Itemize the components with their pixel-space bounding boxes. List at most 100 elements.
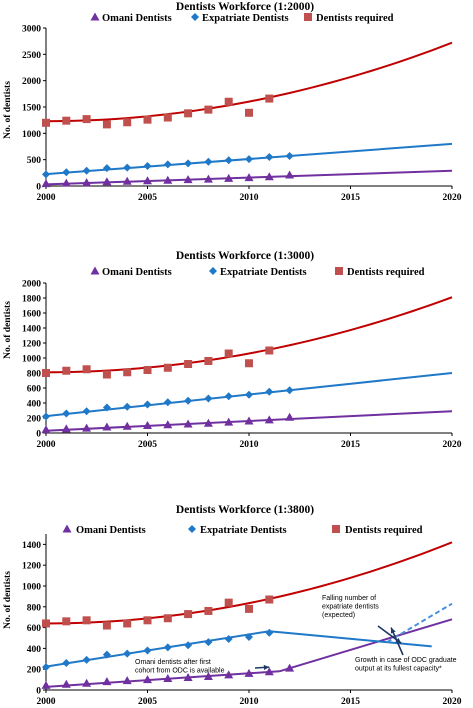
- chart-1-legend-expat: Expatriate Dentists: [202, 13, 289, 24]
- chart-2-x-tick-label: 2020: [443, 440, 462, 450]
- chart-1-expatriate-point: [265, 153, 274, 162]
- chart-1-expatriate-point: [102, 164, 111, 173]
- chart-3-omani-point: [244, 668, 254, 677]
- chart-1-title: Dentists Workforce (1:2000): [176, 1, 314, 13]
- chart-2-expatriate-point: [143, 400, 152, 409]
- chart-2-required-point: [42, 369, 50, 377]
- chart-1-required-point: [62, 116, 71, 125]
- chart-2-required-point: [123, 368, 132, 377]
- chart-3-y-tick-label: 400: [27, 645, 42, 655]
- chart-2-omani-point: [41, 425, 51, 434]
- chart-3-annotation-1-line: Falling number of: [322, 595, 376, 602]
- chart-3: Dentists Workforce (1:3800) Omani Dentis…: [3, 504, 462, 707]
- chart-2-x-tick-label: 2005: [138, 440, 157, 450]
- chart-1: Dentists Workforce (1:2000) Omani Dentis…: [3, 1, 462, 203]
- chart-2-legend-omani-marker: [90, 266, 100, 275]
- chart-2-omani-point: [183, 419, 193, 428]
- chart-3-expatriate-point: [265, 628, 274, 637]
- chart-3-y-tick-label: 600: [27, 624, 42, 634]
- chart-1-x-tick-label: 2010: [240, 193, 259, 203]
- chart-3-y-tick-label: 1200: [22, 562, 41, 572]
- chart-1-legend-required: Dentists required: [316, 13, 394, 24]
- chart-2-y-tick-label: 1000: [22, 355, 41, 365]
- chart-2-legend: Omani Dentists Expatriate Dentists Denti…: [90, 266, 425, 278]
- chart-2: Dentists Workforce (1:3000) Omani Dentis…: [3, 250, 462, 450]
- chart-3-expatriate-point: [42, 663, 50, 672]
- chart-1-required-point: [224, 97, 233, 106]
- chart-1-omani-point: [41, 179, 51, 188]
- chart-3-annotation-1-line: expatriate dentists: [322, 604, 379, 611]
- chart-2-expatriate-point: [82, 407, 91, 416]
- chart-3-legend-omani: Omani Dentists: [76, 525, 146, 536]
- chart-2-expatriate-point: [123, 402, 132, 411]
- chart-2-expatriate-point: [184, 396, 193, 405]
- chart-1-omani-point: [102, 177, 112, 186]
- chart-1-required-point: [123, 118, 132, 127]
- chart-1-x-tick-label: 2015: [341, 193, 360, 203]
- chart-2-required-point: [184, 360, 193, 368]
- chart-1-expatriate-point: [82, 166, 91, 175]
- chart-3-expatriate-point: [82, 655, 91, 664]
- chart-1-omani-point: [285, 170, 295, 179]
- chart-1-legend-omani: Omani Dentists: [102, 13, 172, 24]
- chart-3-y-tick-label: 800: [27, 603, 42, 613]
- chart-3-required-trendline: [45, 541, 453, 625]
- chart-1-legend-expat-marker: [191, 13, 199, 21]
- chart-2-legend-expat: Expatriate Dentists: [220, 267, 307, 278]
- chart-2-omani-point: [224, 417, 234, 426]
- chart-3-omani-point: [102, 677, 112, 686]
- chart-2-required-point: [102, 370, 111, 379]
- chart-1-x-tick-label: 2005: [138, 193, 157, 203]
- chart-1-y-tick-label: 2000: [22, 77, 41, 87]
- chart-3-expatriate-point: [184, 641, 193, 650]
- chart-1-omani-point: [82, 178, 92, 187]
- chart-1-omani-point: [163, 175, 173, 184]
- chart-3-annotation-2-line: cohort from ODC is available: [135, 668, 225, 675]
- chart-3-omani-point: [285, 663, 295, 672]
- chart-2-required-point: [224, 349, 233, 358]
- chart-3-legend-required-marker: [332, 525, 340, 533]
- chart-3-expatriate-point: [62, 658, 71, 667]
- chart-1-omani-point: [143, 176, 152, 185]
- chart-3-legend-expat: Expatriate Dentists: [200, 525, 287, 536]
- chart-2-expatriate-point: [42, 412, 50, 421]
- chart-3-legend-required: Dentists required: [345, 525, 423, 536]
- chart-1-omani-point: [264, 172, 274, 181]
- chart-1-expatriate-point: [143, 161, 152, 170]
- chart-3-legend-expat-marker: [188, 525, 196, 533]
- chart-2-title: Dentists Workforce (1:3000): [176, 250, 314, 262]
- chart-2-required-point: [163, 363, 172, 372]
- chart-1-required-trendline: [45, 41, 453, 123]
- chart-1-y-tick-label: 0: [36, 183, 41, 193]
- chart-3-annotation-3-line: Growth in case of ODC graduate: [355, 657, 457, 664]
- chart-3-expatriate-point: [224, 635, 233, 644]
- chart-2-legend-omani: Omani Dentists: [102, 267, 172, 278]
- chart-1-y-axis-label: No. of dentists: [3, 81, 13, 139]
- chart-3-y-tick-label: 0: [36, 687, 41, 697]
- chart-3-x-tick-label: 2005: [138, 697, 157, 707]
- chart-1-required-point: [143, 115, 152, 124]
- chart-2-y-axis-label: No. of dentists: [3, 301, 13, 359]
- chart-2-expatriate-point: [163, 398, 172, 407]
- chart-3-plot: 0 200 400 600 800 1000 1200 1400 2000 2005 2010 201…: [22, 534, 462, 707]
- chart-3-title: Dentists Workforce (1:3800): [176, 504, 314, 516]
- chart-3-expatriate-point: [204, 638, 213, 647]
- chart-3-expatriate-point: [143, 646, 152, 655]
- chart-2-required-point: [82, 365, 91, 374]
- chart-2-y-tick-label: 400: [27, 400, 42, 410]
- chart-1-required-point: [42, 118, 50, 127]
- chart-3-omani-point: [203, 671, 213, 680]
- chart-2-y-tick-label: 1200: [22, 340, 41, 350]
- chart-3-annotation-2-line: Omani dentists after first: [135, 659, 211, 666]
- chart-2-expatriate-point: [204, 394, 213, 403]
- chart-2-omani-point: [264, 415, 274, 424]
- chart-2-expatriate-point: [245, 390, 253, 399]
- chart-2-y-tick-label: 1400: [22, 325, 41, 335]
- chart-3-y-tick-label: 1400: [22, 541, 41, 551]
- chart-2-x-tick-label: 2015: [341, 440, 360, 450]
- chart-2-legend-required: Dentists required: [347, 267, 425, 278]
- chart-3-omani-point: [183, 673, 193, 682]
- chart-1-y-tick-label: 2500: [22, 51, 41, 61]
- chart-3-required-point: [184, 610, 193, 619]
- chart-3-omani-point: [143, 675, 152, 684]
